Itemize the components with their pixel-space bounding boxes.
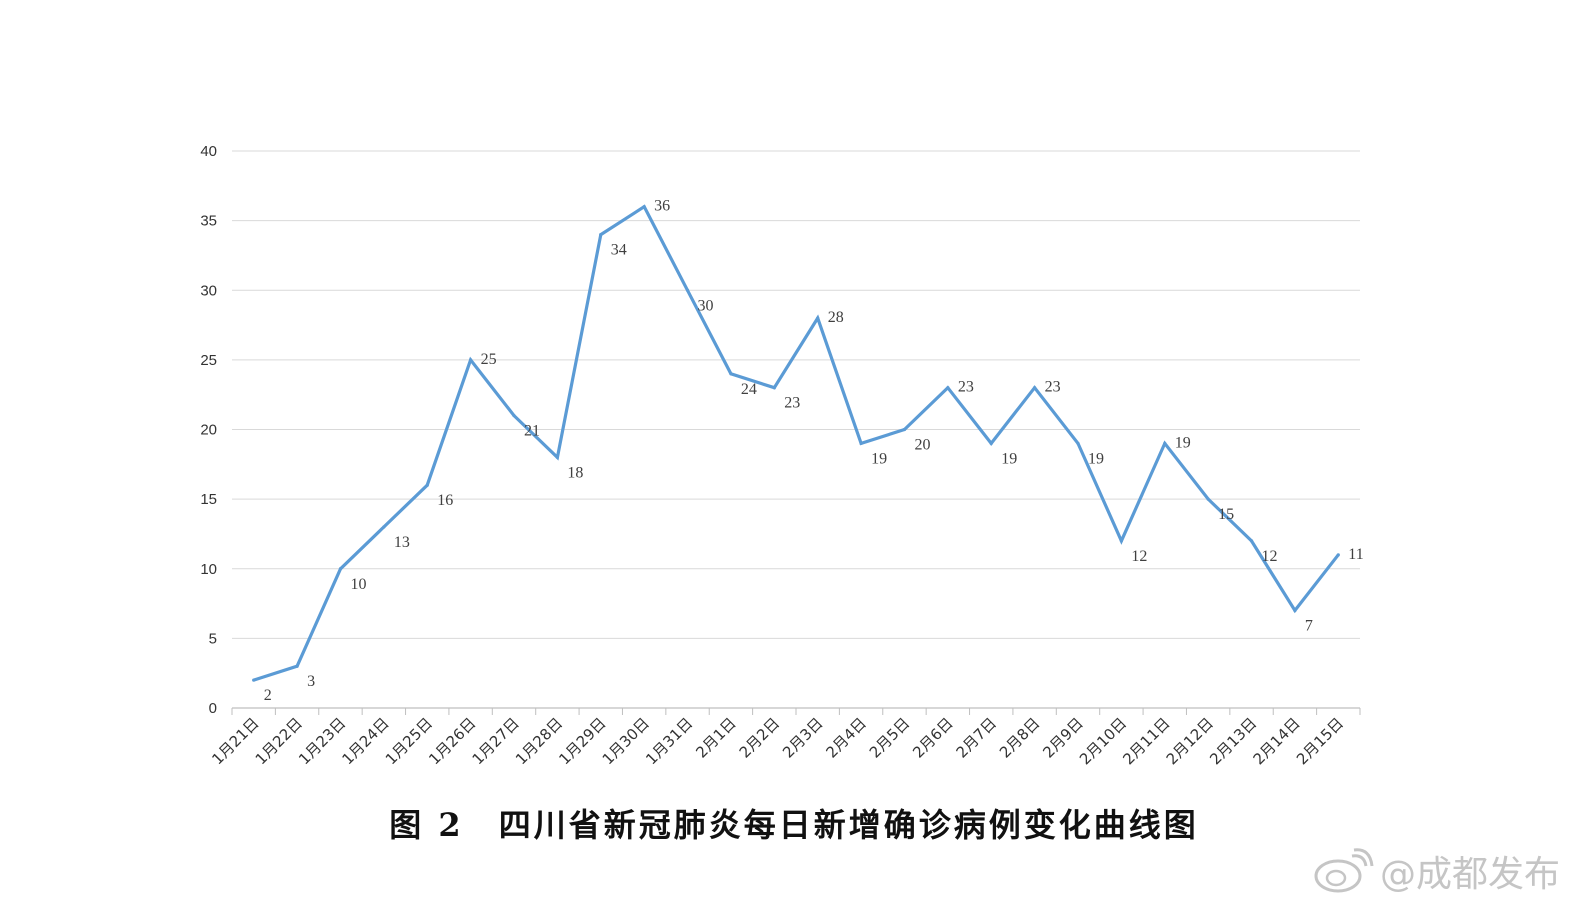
data-label: 23 (784, 395, 800, 412)
data-label: 25 (481, 351, 497, 368)
x-tick-label: 1月24日 (338, 714, 392, 768)
y-tick-label: 40 (200, 143, 217, 160)
data-point (685, 288, 690, 292)
watermark: @成都发布 (1312, 846, 1560, 896)
data-label: 13 (394, 534, 410, 551)
data-label: 15 (1218, 506, 1234, 523)
data-point (859, 441, 863, 446)
data-point (1336, 553, 1340, 557)
x-tick-label: 2月7日 (953, 714, 1000, 761)
y-tick-label: 10 (200, 561, 217, 578)
data-label: 2 (264, 687, 272, 704)
x-tick-label: 2月3日 (779, 714, 826, 761)
data-label: 16 (437, 492, 453, 509)
y-tick-label: 20 (200, 422, 217, 439)
chart-caption: 图 2 四川省新冠肺炎每日新增确诊病例变化曲线图 (389, 806, 1199, 844)
x-tick-label: 1月23日 (295, 714, 349, 768)
data-label: 19 (1001, 450, 1017, 467)
data-point (382, 525, 386, 529)
data-point (425, 483, 429, 487)
data-point (512, 413, 516, 418)
x-tick-label: 1月21日 (208, 714, 262, 768)
x-tick-label: 1月31日 (642, 714, 696, 768)
y-tick-label: 25 (200, 352, 217, 369)
data-label: 20 (914, 437, 930, 454)
x-tick-label: 2月14日 (1250, 714, 1304, 768)
data-point (902, 427, 907, 432)
data-point (295, 664, 299, 668)
data-label: 12 (1262, 548, 1278, 565)
x-tick-label: 2月1日 (692, 714, 739, 761)
data-labels: 2310131625211834363024232819202319231912… (264, 198, 1364, 704)
data-point (1076, 441, 1080, 446)
x-tick-label: 2月10日 (1076, 714, 1130, 768)
data-label: 19 (1175, 434, 1191, 451)
x-tick-label: 2月2日 (736, 714, 783, 761)
data-point (1119, 539, 1123, 543)
x-tick-label: 1月29日 (555, 714, 609, 768)
data-label: 30 (698, 297, 714, 314)
x-tick-label: 1月30日 (599, 714, 653, 768)
x-tick-label: 1月27日 (469, 714, 523, 768)
x-tick-label: 2月15日 (1293, 714, 1347, 768)
x-tick-label: 2月8日 (996, 714, 1043, 761)
data-point (642, 205, 646, 209)
data-label: 36 (654, 198, 670, 215)
data-label: 19 (871, 450, 887, 467)
data-label: 28 (828, 309, 844, 326)
series-line (253, 204, 1340, 682)
data-point (1163, 441, 1167, 446)
data-point (555, 455, 559, 459)
data-label: 18 (567, 464, 583, 481)
data-point (989, 441, 993, 446)
data-point (946, 386, 950, 390)
data-point (1206, 497, 1210, 501)
x-tick-label: 1月22日 (252, 714, 306, 768)
x-tick-label: 2月4日 (822, 714, 869, 761)
data-label: 12 (1131, 548, 1147, 565)
data-label: 34 (611, 242, 627, 259)
data-point (729, 372, 733, 376)
x-tick-label: 1月26日 (425, 714, 479, 768)
x-tick-label: 1月28日 (512, 714, 566, 768)
y-tick-label: 0 (209, 700, 217, 717)
data-label: 3 (307, 673, 315, 690)
data-point (1033, 386, 1037, 390)
x-tick-label: 2月13日 (1206, 714, 1260, 768)
data-label: 23 (958, 379, 974, 396)
data-point (252, 678, 256, 682)
gridlines (232, 150, 1360, 639)
series-daily-new-cases (252, 204, 1340, 682)
y-tick-label: 15 (200, 491, 217, 508)
data-point (599, 232, 603, 237)
y-tick-label: 35 (200, 213, 217, 230)
data-point (772, 386, 776, 390)
x-tick-label: 2月11日 (1119, 714, 1173, 768)
y-tick-label: 5 (209, 630, 217, 647)
data-label: 10 (350, 576, 366, 593)
data-point (1293, 608, 1297, 613)
x-tick-label: 1月25日 (382, 714, 436, 768)
data-label: 19 (1088, 450, 1104, 467)
axes: 0 5 10 15 20 25 30 35 40 1月21日1月22日1月23日1月24日1月25… (200, 143, 1361, 768)
data-label: 23 (1045, 379, 1061, 396)
x-tick-label: 2月5日 (866, 714, 913, 761)
y-tick-label: 30 (200, 282, 217, 299)
x-tick-label: 2月12日 (1163, 714, 1217, 768)
watermark-text: @成都发布 (1379, 854, 1560, 895)
data-label: 24 (741, 381, 757, 398)
data-point (1249, 539, 1254, 543)
weibo-icon (1312, 846, 1374, 896)
data-point (816, 316, 820, 320)
data-label: 7 (1305, 618, 1313, 635)
data-label: 11 (1348, 546, 1363, 563)
data-point (469, 358, 473, 362)
data-point (338, 567, 343, 571)
data-label: 21 (524, 423, 540, 440)
x-tick-label: 2月6日 (909, 714, 956, 761)
